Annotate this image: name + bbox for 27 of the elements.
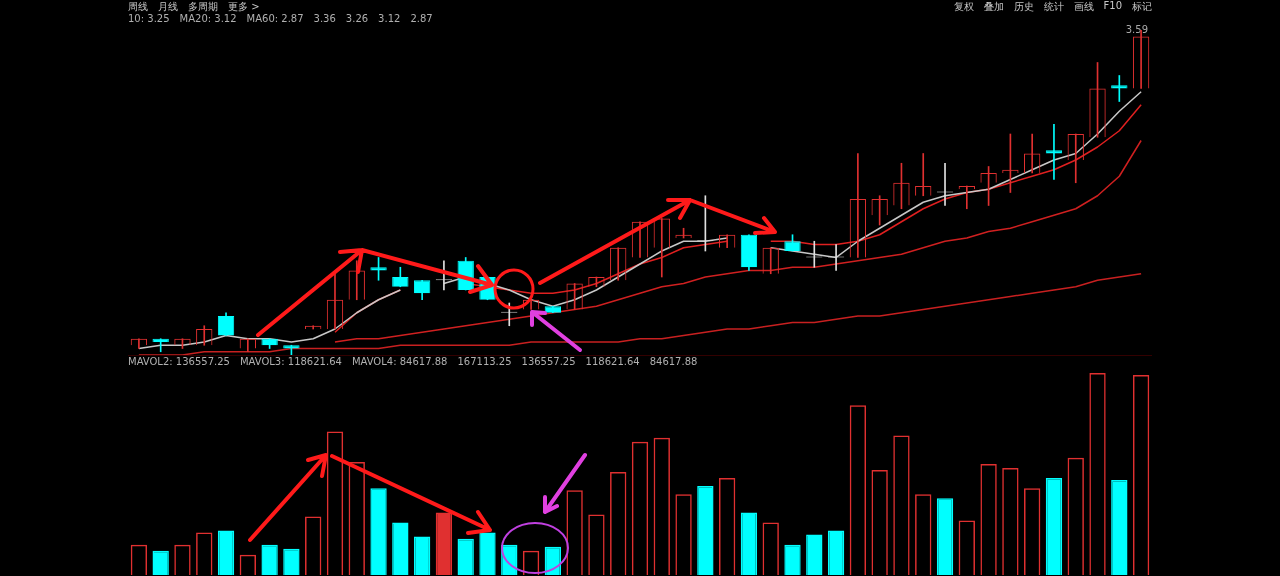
text: MA20: 3.12 — [179, 13, 237, 26]
text: 167113.25 — [457, 356, 512, 369]
text: 统计 — [1043, 0, 1064, 13]
text: 更多 > — [228, 0, 260, 13]
text: 月线 — [158, 0, 178, 13]
text: 2.87 — [410, 13, 433, 26]
text: 复权 — [953, 0, 974, 13]
text: F10 — [1103, 0, 1122, 13]
text: 3.36 — [313, 13, 336, 26]
text: 118621.64 — [585, 356, 640, 369]
text: 周线 — [128, 0, 148, 13]
text: MA60: 2.87 — [246, 13, 304, 26]
text: 画线 — [1073, 0, 1094, 13]
text: MAVOL4: 84617.88 — [351, 356, 448, 369]
text: 叠加 — [983, 0, 1004, 13]
text: MAVOL2: 136557.25 — [128, 356, 230, 369]
text: 多周期 — [188, 0, 218, 13]
text: 84617.88 — [649, 356, 698, 369]
text: 136557.25 — [521, 356, 576, 369]
text: 10: 3.25 — [128, 13, 170, 26]
candlestick — [610, 247, 627, 281]
annotation: 3.59 — [1125, 24, 1148, 35]
text: 标记 — [1132, 0, 1152, 13]
text: 3.12 — [378, 13, 401, 26]
text: 历史 — [1013, 0, 1034, 13]
text: MAVOL3: 118621.64 — [239, 356, 342, 369]
text: 3.26 — [345, 13, 369, 26]
